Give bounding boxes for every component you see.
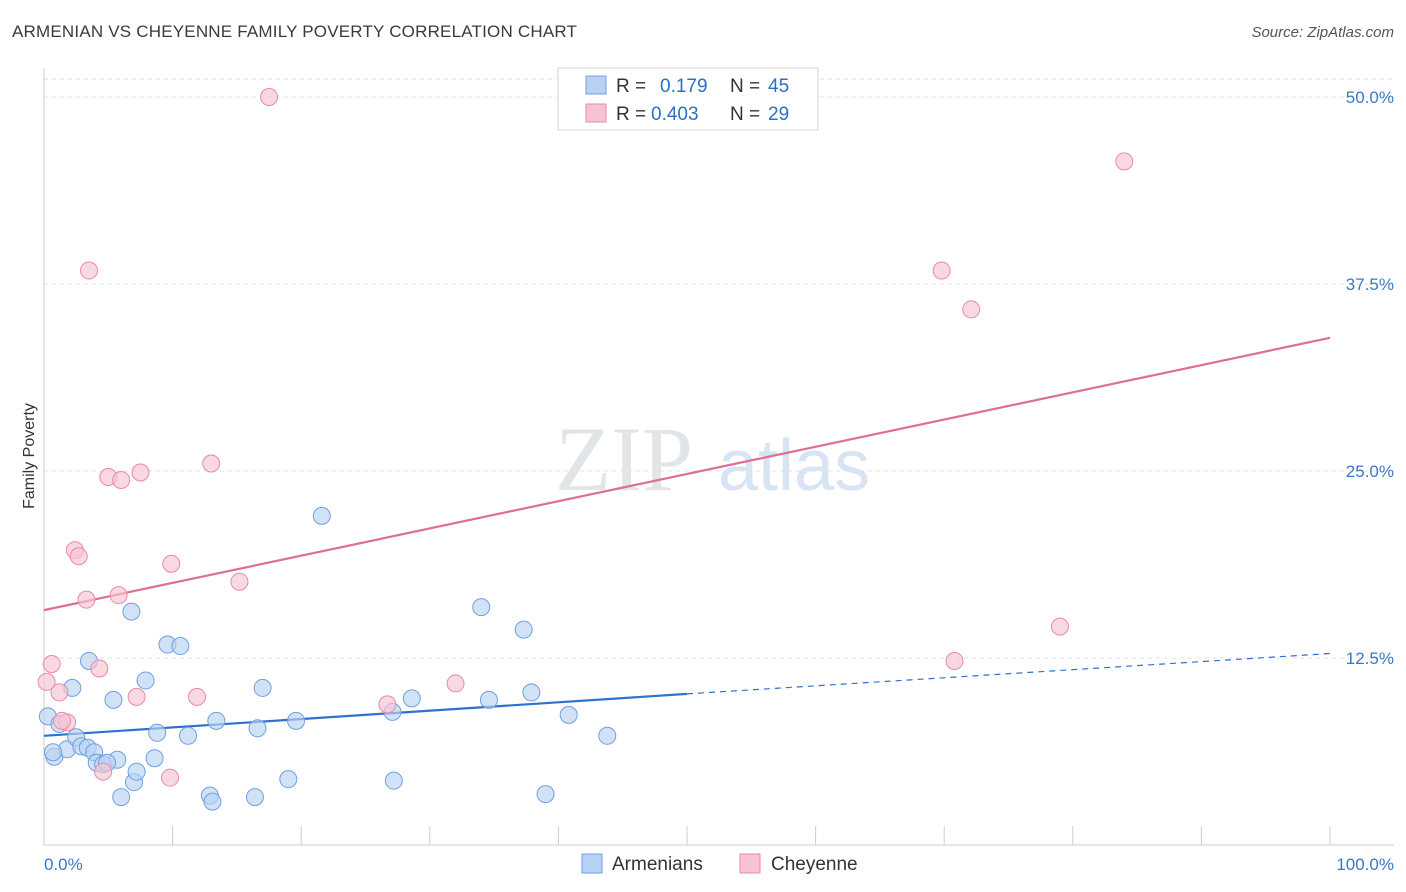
point-armenians (559, 705, 578, 724)
bottom-legend-swatch-cheyenne (739, 853, 761, 874)
point-cheyenne (932, 261, 951, 280)
point-armenians (479, 690, 498, 709)
point-armenians (179, 726, 198, 745)
point-armenians (112, 788, 131, 807)
point-cheyenne (446, 674, 465, 693)
point-cheyenne (109, 586, 128, 605)
point-armenians (598, 726, 617, 745)
bottom-legend-cheyenne: Cheyenne (771, 854, 858, 875)
point-armenians (148, 723, 167, 742)
point-cheyenne (1050, 617, 1069, 636)
point-cheyenne (112, 470, 131, 489)
point-cheyenne (962, 300, 981, 319)
point-armenians (287, 711, 306, 730)
data-points (37, 88, 1134, 811)
point-armenians (127, 762, 146, 781)
point-armenians (145, 749, 164, 768)
legend: R = 0.179 N = 45 R = 0.403 N = 29 (557, 67, 819, 131)
point-cheyenne (945, 651, 964, 670)
point-armenians (122, 602, 141, 621)
point-cheyenne (77, 590, 96, 609)
point-armenians (203, 792, 222, 811)
bottom-legend-swatch-armenians (581, 853, 603, 874)
point-cheyenne (202, 454, 221, 473)
point-armenians (536, 785, 555, 804)
y-tick-labels: 12.5% 25.0% 37.5% 50.0% (1346, 88, 1394, 668)
point-armenians (384, 771, 403, 790)
y-tick-label: 12.5% (1346, 649, 1394, 668)
point-cheyenne (378, 695, 397, 714)
point-cheyenne (53, 711, 72, 730)
watermark-zip: ZIP (555, 408, 693, 510)
point-armenians (514, 620, 533, 639)
y-tick-label: 50.0% (1346, 88, 1394, 107)
legend-r-label-cheyenne: R = (616, 104, 646, 125)
trend-line-cheyenne (43, 336, 1331, 612)
legend-n-value-armenians: 45 (768, 76, 789, 97)
point-cheyenne (161, 768, 180, 787)
point-armenians (472, 598, 491, 617)
legend-n-label-armenians: N = (730, 76, 760, 97)
point-cheyenne (94, 762, 113, 781)
point-cheyenne (80, 261, 99, 280)
y-axis-label: Family Poverty (21, 403, 38, 509)
point-cheyenne (162, 554, 181, 573)
point-armenians (245, 788, 264, 807)
legend-r-value-cheyenne: 0.403 (651, 104, 699, 125)
point-armenians (171, 637, 190, 656)
point-cheyenne (42, 654, 61, 673)
point-armenians (44, 743, 63, 762)
point-cheyenne (188, 687, 207, 706)
point-cheyenne (37, 672, 56, 691)
point-cheyenne (1115, 152, 1134, 171)
legend-n-value-cheyenne: 29 (768, 104, 789, 125)
legend-swatch-armenians (585, 75, 607, 95)
watermark-atlas: atlas (718, 426, 870, 506)
trend-lines (43, 336, 1331, 737)
point-cheyenne (131, 463, 150, 482)
point-cheyenne (50, 683, 69, 702)
point-cheyenne (69, 547, 88, 566)
point-armenians (136, 671, 155, 690)
trend-line-extension-armenians (686, 652, 1331, 695)
point-cheyenne (260, 88, 279, 106)
bottom-legend-armenians: Armenians (612, 854, 703, 875)
point-armenians (279, 770, 298, 789)
axes (43, 68, 1394, 846)
point-armenians (253, 678, 272, 697)
y-tick-label: 25.0% (1346, 462, 1394, 481)
chart-title: ARMENIAN VS CHEYENNE FAMILY POVERTY CORR… (12, 22, 578, 41)
legend-swatch-cheyenne (585, 103, 607, 123)
point-armenians (248, 719, 267, 738)
bottom-legend: Armenians Cheyenne (581, 853, 858, 875)
point-armenians (104, 690, 123, 709)
legend-n-label-cheyenne: N = (730, 104, 760, 125)
y-tick-label: 37.5% (1346, 275, 1394, 294)
point-cheyenne (230, 572, 249, 591)
x-tick-min: 0.0% (44, 855, 83, 874)
legend-r-label-armenians: R = (616, 76, 646, 97)
point-armenians (207, 711, 226, 730)
point-armenians (312, 506, 331, 525)
legend-r-value-armenians: 0.179 (660, 76, 708, 97)
point-armenians (522, 683, 541, 702)
point-cheyenne (90, 659, 109, 678)
point-armenians (402, 689, 421, 708)
x-tick-max: 100.0% (1336, 855, 1394, 874)
point-cheyenne (127, 687, 146, 706)
grid-lines (44, 78, 1394, 659)
source-label: Source: ZipAtlas.com (1251, 24, 1394, 41)
